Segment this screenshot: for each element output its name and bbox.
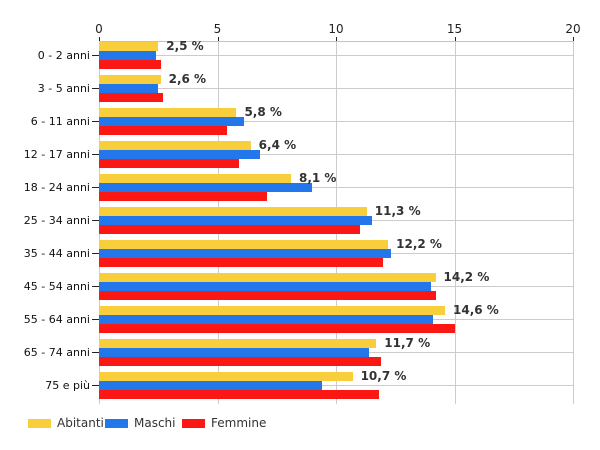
bar-femmine [99, 258, 384, 268]
bar-maschi [99, 281, 431, 291]
bar-femmine [99, 60, 161, 70]
bar-abitanti [99, 140, 251, 150]
axis-tick [217, 37, 219, 41]
bar-maschi [99, 83, 159, 93]
bar-femmine [99, 390, 379, 400]
legend-swatch-maschi [105, 418, 128, 428]
category-tick [92, 154, 99, 155]
gridline-horizontal [99, 121, 573, 122]
gridline-horizontal [99, 187, 573, 188]
axis-tick [99, 37, 100, 41]
category-label: 18 - 24 anni [23, 180, 90, 194]
category-label: 0 - 2 anni [37, 48, 90, 62]
category-label: 12 - 17 anni [23, 147, 90, 161]
category-tick [92, 220, 99, 221]
legend-label: Femmine [211, 416, 267, 430]
gridline-horizontal [99, 55, 573, 56]
bar-femmine [99, 93, 163, 103]
bar-femmine [99, 126, 227, 136]
category-label: 3 - 5 anni [37, 81, 90, 95]
category-tick [92, 352, 99, 353]
value-label: 6,4 % [258, 137, 297, 152]
bar-abitanti [99, 272, 436, 282]
bar-maschi [99, 314, 434, 324]
legend-label: Maschi [134, 416, 176, 430]
bar-abitanti [99, 173, 291, 183]
axis-tick [454, 37, 456, 41]
category-tick [92, 121, 99, 122]
category-label: 55 - 64 anni [23, 312, 90, 326]
plot-area: 2,5 % 2,6 % 5,8 % 6,4 % 8,1 % 11,3 % 12,2 % 14,… [99, 38, 574, 404]
axis-tick [573, 37, 574, 41]
category-tick [92, 286, 99, 287]
bar-maschi [99, 347, 370, 357]
category-tick [92, 88, 99, 89]
category-label: 25 - 34 anni [23, 213, 90, 227]
axis-tick-label: 15 [446, 22, 463, 36]
legend-item-abitanti: Abitanti [28, 416, 104, 430]
value-label: 8,1 % [298, 170, 337, 185]
gridline-vertical [454, 41, 456, 404]
category-tick [92, 319, 99, 320]
bar-maschi [99, 50, 156, 60]
bar-femmine [99, 291, 436, 301]
bar-abitanti [99, 338, 377, 348]
bar-maschi [99, 215, 372, 225]
gridline-horizontal [99, 385, 573, 386]
bar-maschi [99, 182, 313, 192]
value-label: 11,3 % [374, 203, 421, 218]
gridline-horizontal [99, 88, 573, 89]
legend-label: Abitanti [57, 416, 104, 430]
bar-abitanti [99, 206, 367, 216]
bar-abitanti [99, 107, 237, 117]
category-label: 45 - 54 anni [23, 279, 90, 293]
value-label: 2,5 % [166, 38, 204, 53]
bar-maschi [99, 116, 244, 126]
value-label: 11,7 % [384, 335, 431, 350]
bar-maschi [99, 380, 322, 390]
gridline-vertical [573, 41, 574, 404]
axis-tick-label: 5 [213, 22, 222, 36]
axis-tick [336, 37, 337, 41]
bar-femmine [99, 192, 268, 202]
axis-tick-label: 0 [95, 22, 103, 36]
legend-item-femmine: Femmine [182, 416, 266, 430]
value-label: 14,6 % [453, 302, 499, 317]
bar-abitanti [99, 41, 159, 51]
category-label: 65 - 74 anni [23, 345, 90, 359]
bar-maschi [99, 248, 391, 258]
value-label: 12,2 % [396, 236, 442, 251]
bar-abitanti [99, 74, 161, 84]
legend-swatch-femmine [182, 418, 205, 428]
category-label: 6 - 11 anni [30, 114, 90, 128]
bar-abitanti [99, 371, 353, 381]
bar-abitanti [99, 305, 446, 315]
bar-femmine [99, 357, 382, 367]
bar-femmine [99, 324, 455, 334]
value-label: 2,6 % [168, 71, 207, 86]
value-label: 14,2 % [443, 269, 490, 284]
bar-abitanti [99, 239, 389, 249]
gridline-horizontal [99, 154, 573, 155]
axis-tick-label: 20 [565, 22, 581, 36]
category-tick [92, 187, 99, 188]
category-label: 75 e più [45, 378, 90, 392]
category-tick [92, 55, 99, 56]
bar-maschi [99, 149, 261, 159]
legend-swatch-abitanti [28, 418, 51, 428]
bar-femmine [99, 225, 360, 235]
category-tick [92, 385, 99, 386]
value-label: 5,8 % [244, 104, 282, 119]
legend-item-maschi: Maschi [105, 416, 176, 430]
axis-tick-label: 10 [328, 22, 344, 36]
category-tick [92, 253, 99, 254]
bar-femmine [99, 159, 239, 169]
category-label: 35 - 44 anni [23, 246, 90, 260]
value-label: 10,7 % [360, 368, 407, 383]
